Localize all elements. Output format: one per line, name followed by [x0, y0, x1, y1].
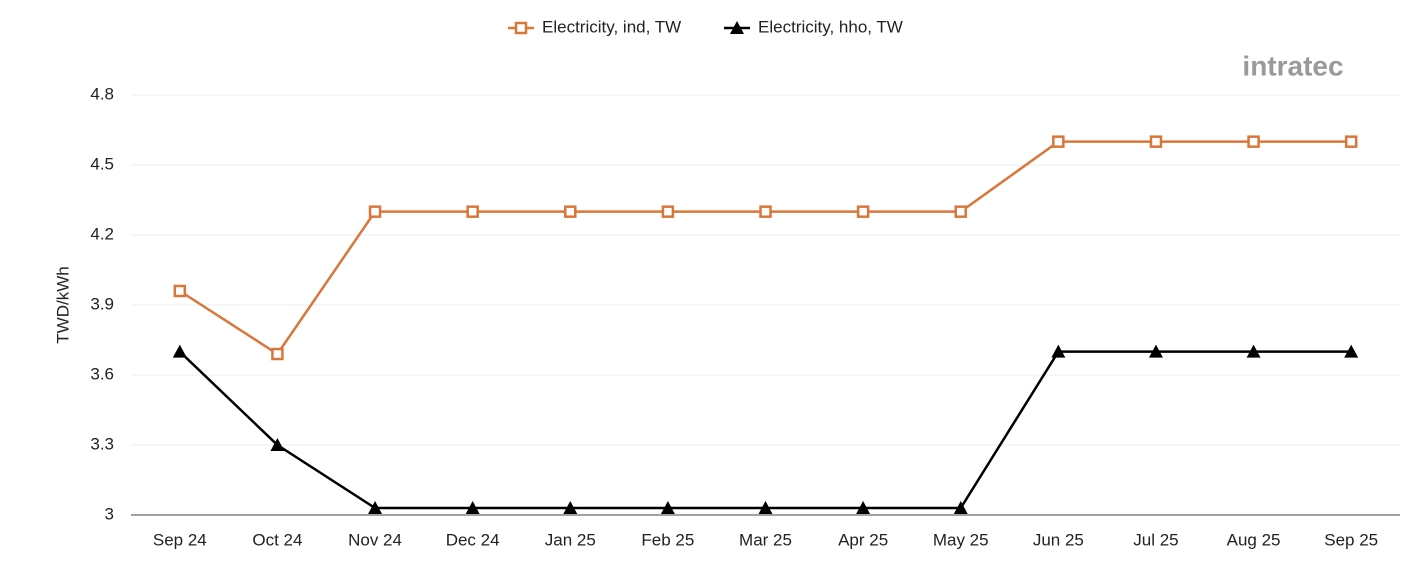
data-point: [1246, 344, 1261, 358]
y-tick-label: 4.2: [90, 224, 114, 243]
x-tick-label: Nov 24: [348, 530, 402, 549]
y-tick-label: 4.5: [90, 154, 114, 173]
data-point: [661, 205, 675, 218]
data-point: [564, 205, 577, 218]
x-tick-label: May 25: [933, 530, 989, 549]
legend-marker: [514, 21, 528, 35]
data-point: [368, 501, 383, 514]
data-point: [759, 205, 772, 218]
data-point: [953, 501, 968, 514]
y-tick-label: 4.8: [90, 84, 114, 103]
data-point: [660, 501, 675, 514]
legend-label: Electricity, ind, TW: [542, 17, 681, 36]
x-tick-label: Feb 25: [641, 530, 694, 549]
y-axis-label: TWD/kWh: [53, 266, 72, 343]
x-tick-label: Aug 25: [1227, 530, 1281, 549]
x-tick-label: Sep 24: [153, 530, 207, 549]
data-point: [1148, 344, 1163, 358]
data-point: [1051, 344, 1066, 358]
data-point: [1344, 344, 1359, 358]
data-point: [1344, 135, 1358, 148]
x-tick-label: Sep 25: [1324, 530, 1378, 549]
legend-label: Electricity, hho, TW: [758, 17, 903, 36]
data-point: [368, 205, 382, 218]
data-point: [1052, 135, 1065, 148]
x-tick-label: Oct 24: [252, 530, 302, 549]
y-tick-label: 3: [105, 504, 114, 523]
data-point: [856, 501, 871, 514]
x-tick-label: Jun 25: [1033, 530, 1084, 549]
legend-marker: [730, 21, 744, 34]
y-tick-label: 3.9: [90, 294, 114, 313]
data-point: [172, 344, 187, 358]
y-tick-label: 3.3: [90, 434, 114, 453]
data-point: [466, 205, 479, 218]
data-point: [758, 501, 773, 514]
data-point: [271, 347, 284, 361]
data-point: [856, 205, 870, 218]
y-tick-label: 3.6: [90, 364, 114, 383]
x-tick-label: Jul 25: [1133, 530, 1178, 549]
x-tick-label: Jan 25: [545, 530, 596, 549]
series-line: [179, 140, 1352, 356]
data-point: [1247, 135, 1260, 148]
x-tick-label: Dec 24: [446, 530, 500, 549]
x-tick-label: Apr 25: [838, 530, 888, 549]
data-point: [954, 205, 967, 218]
data-point: [173, 284, 187, 298]
x-tick-label: Mar 25: [739, 530, 792, 549]
data-point: [270, 438, 285, 451]
data-point: [465, 501, 480, 514]
data-point: [563, 501, 578, 514]
data-point: [1149, 135, 1163, 148]
watermark: intratec: [1242, 50, 1343, 81]
